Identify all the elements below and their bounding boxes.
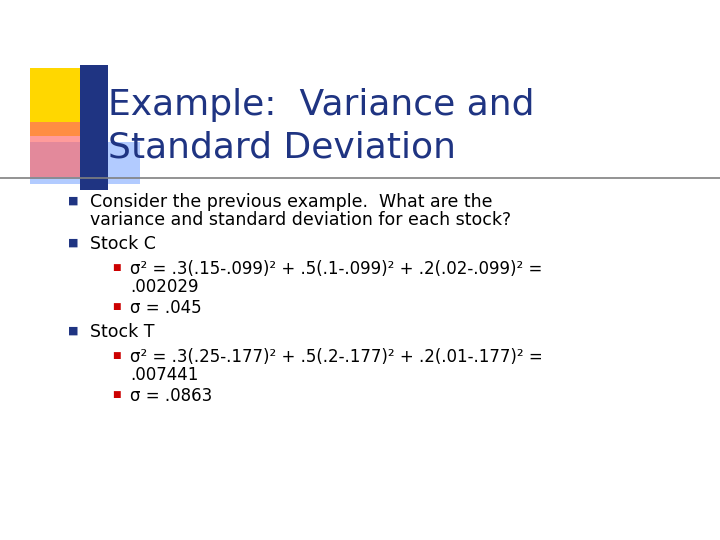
- FancyBboxPatch shape: [30, 122, 92, 177]
- Text: σ² = .3(.15-.099)² + .5(.1-.099)² + .2(.02-.099)² =: σ² = .3(.15-.099)² + .5(.1-.099)² + .2(.…: [130, 260, 542, 278]
- FancyBboxPatch shape: [30, 68, 98, 136]
- Text: Consider the previous example.  What are the: Consider the previous example. What are …: [90, 193, 492, 211]
- Text: σ = .045: σ = .045: [130, 299, 202, 317]
- Text: Stock C: Stock C: [90, 235, 156, 253]
- Text: ■: ■: [112, 390, 120, 399]
- Text: ■: ■: [112, 263, 120, 272]
- Text: Standard Deviation: Standard Deviation: [108, 130, 456, 164]
- Text: σ = .0863: σ = .0863: [130, 387, 212, 405]
- Text: ■: ■: [68, 196, 78, 206]
- FancyBboxPatch shape: [30, 142, 140, 184]
- Text: ■: ■: [68, 326, 78, 336]
- Text: ■: ■: [112, 351, 120, 360]
- Text: variance and standard deviation for each stock?: variance and standard deviation for each…: [90, 211, 511, 229]
- Text: ■: ■: [68, 238, 78, 248]
- Text: .002029: .002029: [130, 278, 199, 296]
- Text: Example:  Variance and: Example: Variance and: [108, 88, 534, 122]
- Text: Stock T: Stock T: [90, 323, 155, 341]
- Text: σ² = .3(.25-.177)² + .5(.2-.177)² + .2(.01-.177)² =: σ² = .3(.25-.177)² + .5(.2-.177)² + .2(.…: [130, 348, 543, 366]
- Text: ■: ■: [112, 302, 120, 311]
- Text: .007441: .007441: [130, 366, 199, 384]
- FancyBboxPatch shape: [80, 65, 108, 190]
